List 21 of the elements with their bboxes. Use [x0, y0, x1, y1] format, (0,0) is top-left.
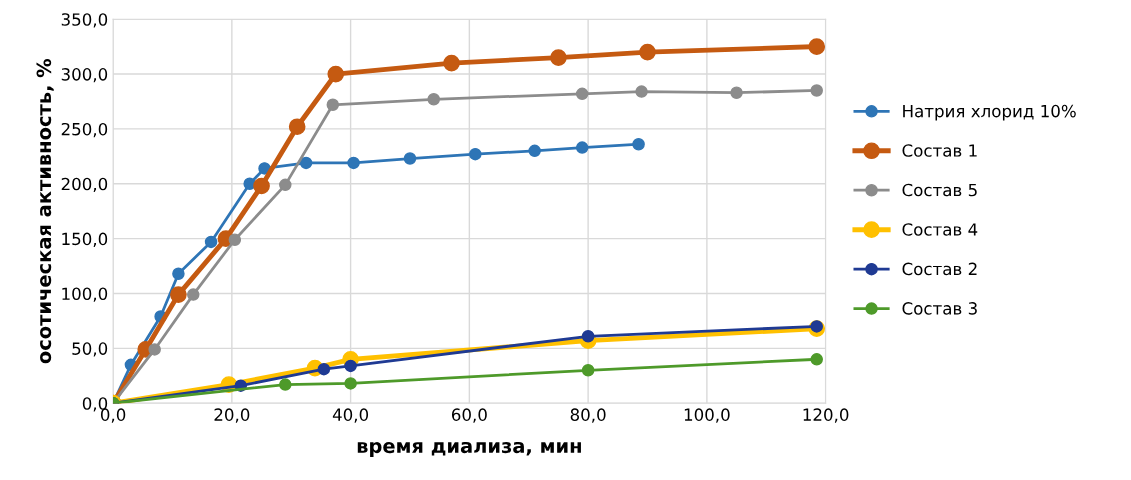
legend-label: Натрия хлорид 10% [903, 104, 1076, 121]
y-tick-label: 150,0 [62, 232, 108, 247]
legend-label: Состав 4 [902, 223, 978, 236]
x-tick-label: 80,0 [570, 408, 606, 423]
legend-label: Состав 2 [902, 262, 977, 276]
y-tick-label: 350,0 [61, 13, 108, 28]
legend-label: Состав 5 [902, 183, 977, 197]
y-tick-label: 200,0 [61, 177, 108, 193]
y-tick-label: 50,0 [72, 342, 108, 357]
x-tick-label: 100,0 [684, 408, 730, 423]
y-tick-label: 250,0 [61, 122, 108, 138]
x-tick-label: 20,0 [214, 408, 250, 423]
y-tick-label: 300,0 [61, 68, 108, 83]
x-axis-title: время диализа, мин [357, 441, 581, 457]
y-axis-title: осотическая активность, % [36, 58, 54, 364]
x-tick-label: 60,0 [451, 408, 487, 423]
y-tick-label: 100,0 [62, 287, 108, 302]
legend-label: Состав 1 [902, 144, 977, 157]
legend-label: Состав 3 [902, 302, 977, 315]
x-tick-label: 120,0 [803, 408, 849, 423]
x-tick-label: 40,0 [332, 408, 369, 423]
